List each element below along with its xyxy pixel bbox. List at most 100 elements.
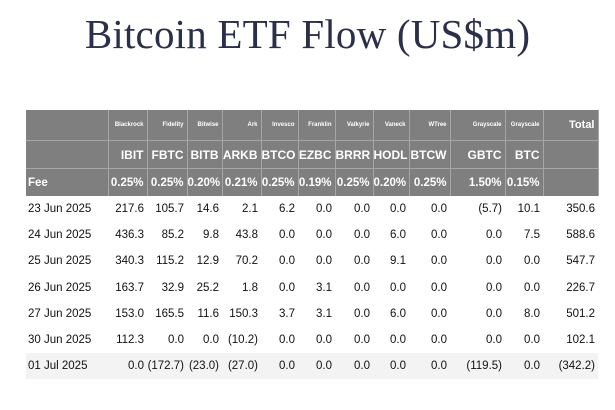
flow-cell: 105.7 <box>147 196 187 223</box>
fee-cell: 0.25% <box>261 168 299 196</box>
ticker-header: GBTC <box>450 140 506 169</box>
issuer-header: Vaneck <box>373 110 410 141</box>
fee-label: Fee <box>26 168 109 196</box>
date-cell: 23 Jun 2025 <box>26 196 108 223</box>
flow-cell: 0.0 <box>409 222 450 249</box>
table-row: 01 Jul 2025 0.0 (172.7) (23.0) (27.0) 0.0 0.0 0… <box>26 353 598 380</box>
flow-cell: 0.0 <box>335 300 373 327</box>
flow-cell: 0.0 <box>409 196 450 223</box>
flow-cell: 0.0 <box>409 353 450 380</box>
issuer-header: Ark <box>222 110 262 141</box>
flow-cell: 0.0 <box>409 248 450 275</box>
date-cell: 01 Jul 2025 <box>26 353 108 380</box>
fee-cell: 0.25% <box>147 168 188 196</box>
flow-cell: 0.0 <box>505 326 543 354</box>
flow-cell: (23.0) <box>187 353 222 380</box>
flow-cell: 7.5 <box>505 222 543 249</box>
flow-cell: 0.0 <box>505 274 543 301</box>
date-cell: 25 Jun 2025 <box>26 248 108 275</box>
issuer-header <box>26 110 109 141</box>
flow-cell: 165.5 <box>147 300 187 327</box>
flow-cell: 0.0 <box>450 248 505 275</box>
fee-cell: 0.20% <box>373 168 410 196</box>
table-row: 24 Jun 2025 436.3 85.2 9.8 43.8 0.0 0.0 0.0 6.0 0… <box>26 222 598 249</box>
issuer-header: Grayscale <box>450 110 506 141</box>
flow-cell: 0.0 <box>298 222 335 249</box>
flow-cell: 0.0 <box>335 326 373 354</box>
ticker-header: BITB <box>187 140 223 169</box>
total-cell: 588.6 <box>543 222 598 249</box>
flow-cell: 436.3 <box>108 222 147 249</box>
flow-cell: 153.0 <box>108 300 147 327</box>
ticker-header: BRRR <box>335 140 374 169</box>
issuer-header: Bitwise <box>187 110 223 141</box>
total-cell: 350.6 <box>543 196 598 223</box>
total-cell: 547.7 <box>543 248 598 275</box>
flow-cell: 0.0 <box>261 274 298 301</box>
date-cell: 30 Jun 2025 <box>26 326 108 354</box>
table-row: 30 Jun 2025 112.3 0.0 0.0 (10.2) 0.0 0.0 0.0 0.0… <box>26 326 598 354</box>
ticker-header: BTCW <box>409 140 451 169</box>
ticker-header-row: IBIT FBTC BITB ARKB BTCO EZBC BRRR HODL BTCW GBTC… <box>26 140 599 169</box>
flow-cell: 150.3 <box>222 300 261 327</box>
flow-cell: 0.0 <box>450 222 505 249</box>
flow-cell: 6.0 <box>373 222 409 249</box>
issuer-header: Franklin <box>298 110 336 141</box>
issuer-header: Fidelity <box>147 110 188 141</box>
flow-cell: 6.0 <box>373 300 409 327</box>
fee-cell: 0.25% <box>335 168 374 196</box>
flow-cell: (5.7) <box>450 196 505 223</box>
table-row: 25 Jun 2025 340.3 115.2 12.9 70.2 0.0 0.0 0.0 9.… <box>26 248 598 275</box>
table-row: 26 Jun 2025 163.7 32.9 25.2 1.8 0.0 3.1 0.0 0.0 0… <box>26 274 598 301</box>
total-cell: 226.7 <box>543 274 598 301</box>
date-cell: 27 Jun 2025 <box>26 300 108 327</box>
fee-row: Fee 0.25% 0.25% 0.20% 0.21% 0.25% 0.19% 0.25% 0.… <box>26 168 599 196</box>
flow-cell: 3.1 <box>298 300 335 327</box>
flow-cell: 10.1 <box>505 196 543 223</box>
flow-cell: 0.0 <box>450 300 505 327</box>
ticker-header: ARKB <box>222 140 262 169</box>
flow-cell: 11.6 <box>187 300 222 327</box>
etf-flow-table: Blackrock Fidelity Bitwise Ark Invesco Frankl… <box>26 110 599 380</box>
ticker-header: BTC <box>505 140 544 169</box>
flow-cell: 0.0 <box>261 353 298 380</box>
flow-cell: 115.2 <box>147 248 187 275</box>
flow-cell: 32.9 <box>147 274 187 301</box>
total-cell: 501.2 <box>543 300 598 327</box>
flow-cell: 0.0 <box>298 353 335 380</box>
flow-cell: 0.0 <box>335 353 373 380</box>
issuer-header: Invesco <box>261 110 299 141</box>
flow-cell: 85.2 <box>147 222 187 249</box>
flow-cell: 0.0 <box>409 300 450 327</box>
flow-cell: 12.9 <box>187 248 222 275</box>
issuer-header: Blackrock <box>108 110 148 141</box>
flow-cell: 0.0 <box>373 326 409 354</box>
flow-cell: 9.1 <box>373 248 409 275</box>
table-row: 27 Jun 2025 153.0 165.5 11.6 150.3 3.7 3.1 0.0 6… <box>26 300 598 327</box>
fee-cell: 0.25% <box>409 168 451 196</box>
total-cell: (342.2) <box>543 353 598 380</box>
fee-cell: 0.20% <box>187 168 223 196</box>
flow-cell: 0.0 <box>335 248 373 275</box>
flow-cell: 0.0 <box>505 353 543 380</box>
flow-cell: 112.3 <box>108 326 147 354</box>
total-header: Total <box>543 110 599 141</box>
table-row: 23 Jun 2025 217.6 105.7 14.6 2.1 6.2 0.0 0.0 0.0… <box>26 196 598 223</box>
flow-cell: 0.0 <box>373 353 409 380</box>
flow-cell: 3.1 <box>298 274 335 301</box>
issuer-header-row: Blackrock Fidelity Bitwise Ark Invesco Frankl… <box>26 110 599 141</box>
flow-cell: 1.8 <box>222 274 261 301</box>
flow-cell: 8.0 <box>505 300 543 327</box>
flow-cell: 2.1 <box>222 196 261 223</box>
flow-cell: 0.0 <box>373 196 409 223</box>
flow-cell: 0.0 <box>335 196 373 223</box>
issuer-header: Valkyrie <box>335 110 374 141</box>
issuer-header: WTree <box>409 110 451 141</box>
flow-cell: 0.0 <box>108 353 147 380</box>
flow-cell: (27.0) <box>222 353 261 380</box>
date-cell: 26 Jun 2025 <box>26 274 108 301</box>
flow-cell: 0.0 <box>335 222 373 249</box>
fee-cell: 0.19% <box>298 168 336 196</box>
total-cell: 102.1 <box>543 326 598 354</box>
flow-cell: 9.8 <box>187 222 222 249</box>
